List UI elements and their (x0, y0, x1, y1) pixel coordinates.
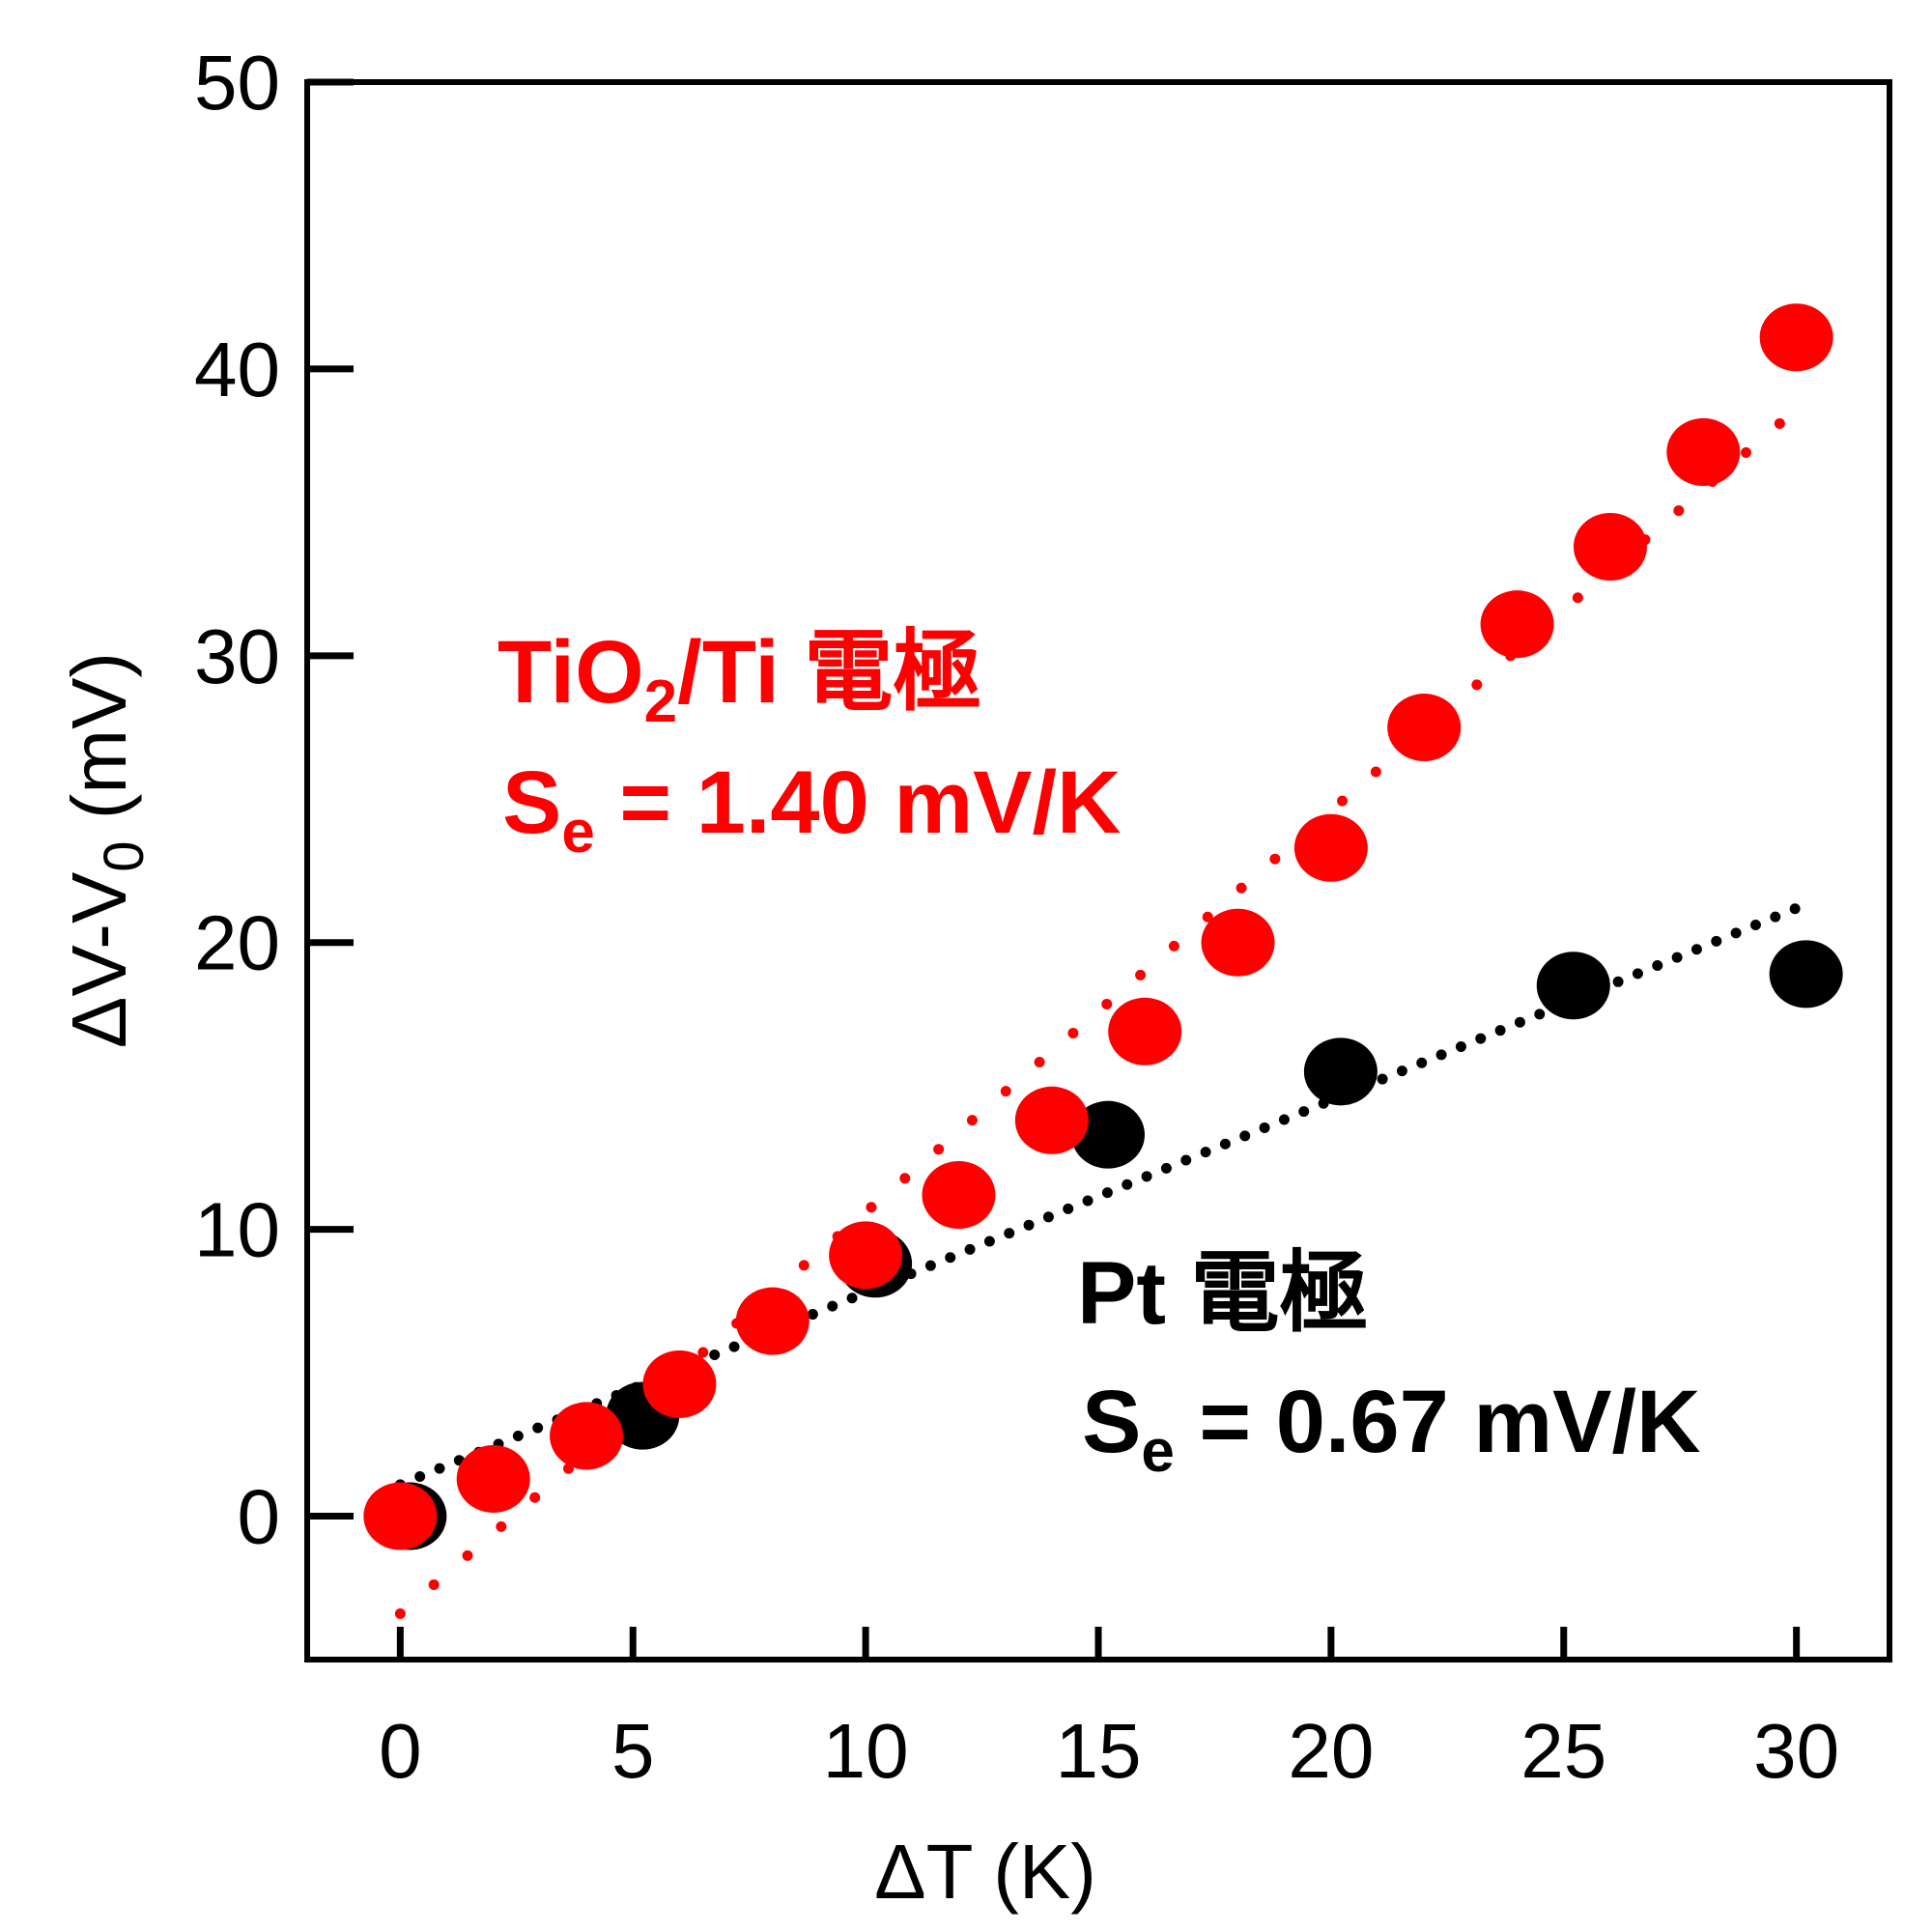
x-tick-label: 5 (611, 1708, 655, 1794)
pt-seebeck: Se = 0.67 mV/K (1082, 1373, 1701, 1485)
tio2-seebeck-value: = 1.40 mV/K (595, 753, 1122, 852)
pt-seebeck-subscript: e (1141, 1418, 1174, 1485)
x-axis-title: ΔT (K) (874, 1829, 1096, 1915)
tio2-data-point (1573, 512, 1647, 581)
x-tick-label: 10 (823, 1708, 909, 1794)
tio2-label-subscript: 2 (644, 668, 677, 735)
y-axis-title-unit: (mV) (56, 652, 142, 841)
tio2-data-point (829, 1221, 903, 1290)
y-axis: 0 10 20 30 40 50 (194, 40, 354, 1560)
pt-data-point (1303, 1037, 1378, 1106)
pt-label: Pt 電極 (1077, 1244, 1369, 1343)
y-tick-label: 30 (194, 613, 280, 699)
tio2-data-point (456, 1444, 530, 1513)
y-tick-label: 10 (194, 1187, 280, 1273)
y-tick-label: 50 (194, 40, 280, 126)
tio2-data-point (1387, 694, 1462, 762)
tio2-data-point (1014, 1086, 1089, 1154)
x-tick-label: 25 (1520, 1708, 1606, 1794)
pt-seebeck-symbol: S (1082, 1373, 1141, 1471)
x-tick-label: 20 (1288, 1708, 1374, 1794)
tio2-seebeck-subscript: e (561, 799, 594, 866)
tio2-data-point (922, 1161, 996, 1230)
pt-seebeck-value: = 0.67 mV/K (1175, 1373, 1701, 1471)
x-tick-label: 0 (379, 1708, 422, 1794)
y-tick-label: 40 (194, 327, 280, 412)
tio2-label-pre: TiO (497, 623, 644, 722)
y-tick-label: 20 (194, 900, 280, 986)
tio2-data-point (1108, 997, 1182, 1065)
y-axis-title: ΔV-V0 (mV) (56, 652, 156, 1048)
tio2-data-point (642, 1350, 717, 1418)
tio2-annotation: TiO2/Ti 電極 Se = 1.40 mV/K (497, 623, 1122, 866)
x-tick-label: 15 (1056, 1708, 1142, 1794)
y-axis-title-main: ΔV-V (56, 871, 142, 1048)
tio2-data-point (1666, 418, 1741, 487)
tio2-data-point (1293, 813, 1368, 882)
data-markers (363, 303, 1843, 1550)
tio2-data-point (735, 1287, 810, 1355)
pt-data-point (1536, 952, 1610, 1020)
pt-annotation: Pt 電極 Se = 0.67 mV/K (1077, 1244, 1701, 1485)
tio2-label-post: /Ti 電極 (677, 623, 981, 722)
tio2-seebeck: Se = 1.40 mV/K (502, 753, 1122, 866)
tio2-data-point (363, 1482, 438, 1550)
y-axis-title-subscript: 0 (93, 840, 156, 871)
y-tick-label: 0 (238, 1474, 281, 1560)
tio2-data-point (1201, 908, 1275, 977)
tio2-seebeck-symbol: S (502, 753, 561, 852)
x-axis: 0 5 10 15 20 25 30 (379, 1627, 1839, 1794)
tio2-data-point (550, 1402, 624, 1470)
pt-data-point (1769, 940, 1843, 1009)
tio2-data-point (1759, 303, 1833, 372)
pt-data-point (1071, 1100, 1145, 1169)
x-tick-label: 30 (1753, 1708, 1839, 1794)
tio2-data-point (1480, 590, 1554, 659)
tio2-label: TiO2/Ti 電極 (497, 623, 981, 735)
